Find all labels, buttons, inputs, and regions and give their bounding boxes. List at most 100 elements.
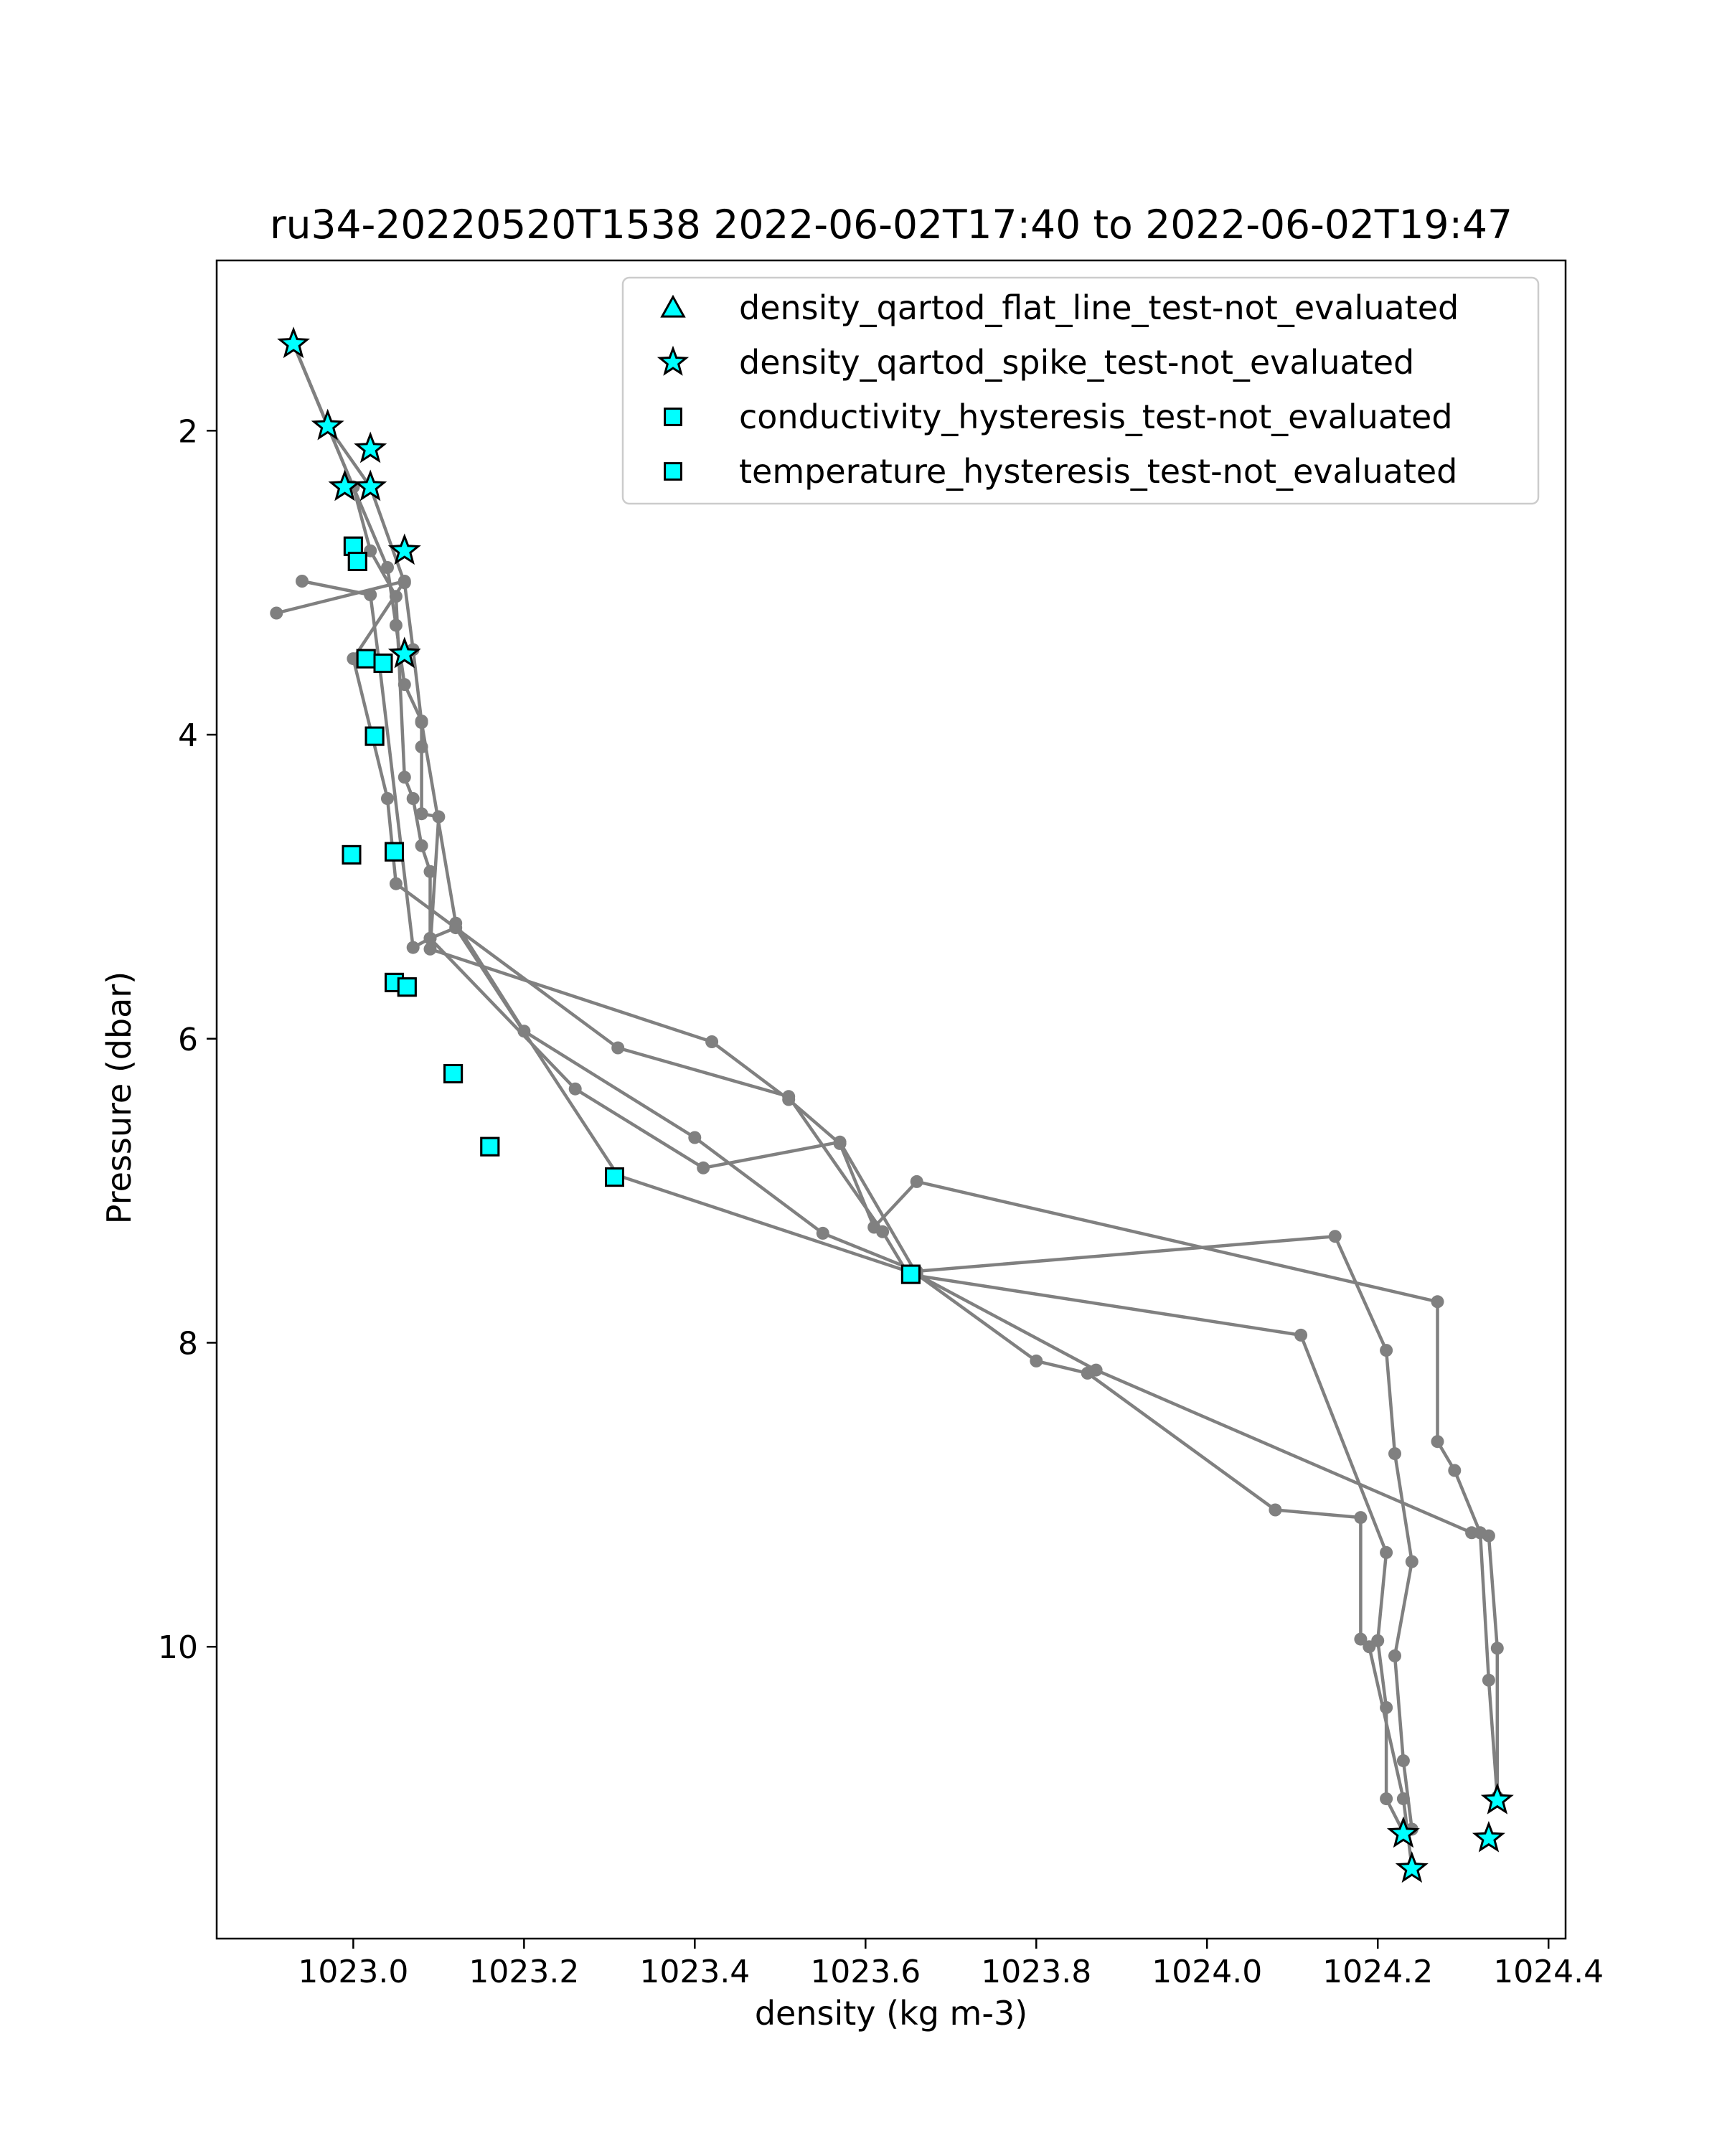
profile-point	[697, 1161, 710, 1174]
profile-point	[1465, 1526, 1479, 1540]
profile-point	[397, 575, 411, 588]
profile-point	[1448, 1464, 1462, 1477]
series-2-star-point	[311, 408, 344, 441]
profile-line-4	[276, 579, 1405, 1833]
profile-point	[397, 771, 411, 784]
series-4-square-point	[356, 649, 376, 669]
x-tick-label: 1023.0	[298, 1954, 408, 1990]
profile-point	[517, 1025, 531, 1038]
profile-point	[389, 618, 403, 632]
series-2-star-point	[277, 326, 311, 359]
profile-point	[833, 1135, 847, 1149]
legend-triangle-icon	[660, 294, 686, 318]
profile-point	[1396, 1792, 1410, 1806]
x-tick-label: 1023.8	[981, 1954, 1091, 1990]
profile-point	[449, 921, 463, 935]
legend-box	[621, 276, 1540, 505]
profile-point	[432, 810, 446, 824]
series-4-square-point	[385, 842, 404, 862]
profile-point	[1380, 1792, 1393, 1806]
profile-point	[1388, 1649, 1401, 1662]
profile-point	[1269, 1503, 1282, 1517]
legend-entry-label: density_qartod_spike_test-not_evaluated	[739, 343, 1414, 382]
profile-point	[1089, 1363, 1103, 1377]
legend-star-icon	[657, 345, 690, 376]
profile-point	[364, 588, 377, 602]
series-2-star-point	[387, 533, 421, 565]
profile-point	[816, 1226, 829, 1240]
series-4-square-point	[347, 552, 367, 571]
series-4-square-point	[364, 726, 385, 746]
series-4-square-point	[443, 1064, 464, 1083]
series-2-star-point	[1395, 1851, 1429, 1883]
profile-point	[406, 792, 420, 805]
series-2-star-point	[387, 636, 421, 669]
legend-entry-label: conductivity_hysteresis_test-not_evaluat…	[739, 397, 1453, 436]
y-tick-label: 2	[178, 413, 198, 450]
series-4-square-point	[605, 1167, 624, 1187]
profile-point	[1294, 1328, 1308, 1342]
profile-point	[381, 561, 394, 574]
profile-point	[389, 877, 403, 890]
y-tick-label: 6	[178, 1022, 198, 1058]
profile-line-1	[292, 343, 1500, 1798]
profile-point	[688, 1131, 702, 1144]
y-tick-label: 4	[178, 717, 198, 754]
profile-point	[1380, 1545, 1393, 1559]
profile-point	[389, 590, 403, 603]
profile-point	[611, 1041, 625, 1055]
profile-point	[1328, 1230, 1342, 1243]
plot-area	[270, 326, 1514, 1883]
profile-point	[397, 678, 411, 692]
series-2-star-point	[1472, 1820, 1505, 1853]
profile-point	[876, 1225, 890, 1238]
profile-point	[1371, 1634, 1385, 1647]
series-4-square-point	[373, 653, 393, 673]
profile-point	[415, 740, 428, 753]
profile-point	[415, 807, 428, 821]
profile-line-3	[292, 343, 1414, 1868]
x-axis-label: density (kg m-3)	[755, 1994, 1027, 2033]
profile-point	[1030, 1354, 1043, 1367]
series-2-star-point	[354, 431, 387, 463]
legend-entry-label: density_qartod_flat_line_test-not_evalua…	[739, 288, 1459, 327]
axes: 1023.0 1023.2 1023.4 1023.6 1023.8 1024.0 1024…	[158, 259, 1604, 1990]
profile-point	[296, 575, 309, 588]
profile-point	[1482, 1673, 1495, 1687]
profile-point	[381, 792, 394, 805]
axes-frame	[215, 259, 1567, 1940]
y-tick-label: 8	[178, 1325, 198, 1362]
profile-point	[1490, 1642, 1504, 1655]
profile-point	[1405, 1555, 1418, 1568]
profile-point	[1482, 1529, 1495, 1543]
x-tick-label: 1024.4	[1493, 1954, 1604, 1990]
x-tick-label: 1023.4	[639, 1954, 750, 1990]
legend: density_qartod_flat_line_test-not_evalua…	[621, 276, 1540, 505]
profile-point	[415, 716, 428, 730]
profile-point	[423, 931, 437, 945]
chart-title: ru34-20220520T1538 2022-06-02T17:40 to 2…	[270, 202, 1512, 248]
profile-point	[705, 1035, 719, 1048]
profile-point	[1354, 1511, 1368, 1525]
legend-square-icon	[664, 462, 682, 481]
profile-line-5	[301, 579, 1500, 1797]
profile-point	[1380, 1701, 1393, 1714]
series-4-square-point	[900, 1264, 921, 1284]
legend-entry-label: temperature_hysteresis_test-not_evaluate…	[739, 452, 1457, 491]
series-2-star-point	[354, 469, 387, 502]
profile-point	[270, 606, 283, 620]
x-tick-label: 1024.2	[1322, 1954, 1433, 1990]
x-tick-label: 1023.6	[810, 1954, 921, 1990]
profile-point	[1396, 1754, 1410, 1768]
profile-point	[568, 1082, 582, 1096]
profile-point	[406, 941, 420, 954]
profile-point	[415, 839, 428, 852]
profile-point	[782, 1090, 796, 1103]
series-2-star-point	[1480, 1782, 1514, 1814]
profile-line-2	[292, 343, 1414, 1830]
profile-point	[423, 942, 437, 956]
y-tick-label: 10	[158, 1629, 198, 1666]
profile-point	[1388, 1447, 1401, 1461]
